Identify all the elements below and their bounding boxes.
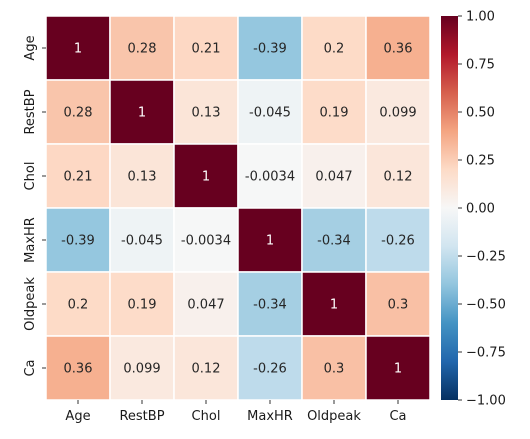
heatmap-cell xyxy=(237,271,303,337)
y-tick-label: Ca xyxy=(23,359,38,376)
heatmap-cell-value: -0.26 xyxy=(381,234,415,249)
heatmap-cell-value: 0.099 xyxy=(123,362,160,377)
y-tick-label: RestBP xyxy=(23,89,38,134)
heatmap-cell-value: 0.21 xyxy=(192,42,221,57)
heatmap-cell-value: 1 xyxy=(202,170,210,185)
x-tick-label: MaxHR xyxy=(247,409,293,424)
y-tick-label: Age xyxy=(23,35,38,60)
colorbar-tick-label: 0.25 xyxy=(466,154,495,169)
heatmap-cell-value: 1 xyxy=(394,362,402,377)
y-axis-tick-labels: Age RestBP Chol MaxHR Oldpeak Ca xyxy=(23,35,46,377)
heatmap-cell xyxy=(173,207,239,273)
colorbar-gradient xyxy=(441,16,458,400)
heatmap-cell xyxy=(365,271,431,337)
x-tick-label: Age xyxy=(65,409,90,424)
heatmap-cell xyxy=(301,207,367,273)
colorbar-tick-label: 0.50 xyxy=(466,106,495,121)
heatmap-cell-value: -0.0034 xyxy=(245,170,295,185)
y-tick-label: Oldpeak xyxy=(23,277,38,331)
heatmap-cell-value: 1 xyxy=(74,42,82,57)
heatmap-cell-value: 0.19 xyxy=(320,106,349,121)
heatmap-cell-value: 0.099 xyxy=(379,106,416,121)
heatmap-cell-value: 0.047 xyxy=(315,170,352,185)
heatmap-cell-value: -0.045 xyxy=(249,106,291,121)
heatmap-cell-value: 0.21 xyxy=(64,170,93,185)
heatmap-cell xyxy=(237,207,303,273)
heatmap-cell xyxy=(109,143,175,209)
heatmap-cell xyxy=(109,207,175,273)
heatmap-cell-value: -0.34 xyxy=(253,298,287,313)
heatmap-cell-value: 0.12 xyxy=(384,170,413,185)
colorbar-tick-label: −1.00 xyxy=(466,394,506,409)
heatmap-cell-value: -0.34 xyxy=(317,234,351,249)
heatmap-cell-value: 0.2 xyxy=(324,42,345,57)
heatmap-cell-value: 0.047 xyxy=(187,298,224,313)
heatmap-cell-value: 1 xyxy=(138,106,146,121)
heatmap-cell xyxy=(365,335,431,401)
heatmap-cell xyxy=(365,143,431,209)
heatmap-cell-value: 0.13 xyxy=(128,170,157,185)
heatmap-cell-value: -0.39 xyxy=(253,42,287,57)
x-tick-label: RestBP xyxy=(119,409,164,424)
heatmap-cell-value: -0.26 xyxy=(253,362,287,377)
heatmap-cell-value: -0.39 xyxy=(61,234,95,249)
heatmap-cell-value: 0.28 xyxy=(64,106,93,121)
y-tick-label: MaxHR xyxy=(23,217,38,263)
heatmap-cell-value: 1 xyxy=(266,234,274,249)
x-tick-label: Ca xyxy=(389,409,406,424)
colorbar-tick-label: 0.00 xyxy=(466,202,495,217)
heatmap-cell-value: 0.19 xyxy=(128,298,157,313)
heatmap-cell xyxy=(109,79,175,145)
colorbar-tick-label: −0.25 xyxy=(466,250,506,265)
colorbar-tick-label: 0.75 xyxy=(466,58,495,73)
heatmap-cell-value: 0.28 xyxy=(128,42,157,57)
heatmap-cell-value: 0.3 xyxy=(388,298,409,313)
x-tick-label: Oldpeak xyxy=(307,409,361,424)
heatmap-cell xyxy=(45,335,111,401)
x-tick-label: Chol xyxy=(192,409,221,424)
heatmap-cell-value: 0.3 xyxy=(324,362,345,377)
heatmap-cell xyxy=(365,207,431,273)
heatmap-cells xyxy=(45,15,431,401)
heatmap-cell-value: -0.045 xyxy=(121,234,163,249)
heatmap-cell-value: 0.2 xyxy=(68,298,89,313)
heatmap-cell xyxy=(365,15,431,81)
heatmap-cell xyxy=(301,271,367,337)
heatmap-cell xyxy=(237,143,303,209)
colorbar-tick-label: 1.00 xyxy=(466,10,495,25)
heatmap-cell-value: 0.13 xyxy=(192,106,221,121)
heatmap-cell-value: 0.36 xyxy=(384,42,413,57)
heatmap-cell xyxy=(301,143,367,209)
heatmap-cell-value: 1 xyxy=(330,298,338,313)
colorbar-tick-label: −0.75 xyxy=(466,346,506,361)
heatmap-cell-value: 0.12 xyxy=(192,362,221,377)
heatmap-cell xyxy=(45,15,111,81)
colorbar: 1.00 0.75 0.50 0.25 0.00 −0.25 −0.50 −0.75 −1.00 xyxy=(441,10,506,409)
heatmap-cell-value: 0.36 xyxy=(64,362,93,377)
heatmap-cell xyxy=(173,271,239,337)
heatmap-cell xyxy=(45,207,111,273)
heatmap-cell xyxy=(365,79,431,145)
y-tick-label: Chol xyxy=(23,162,38,191)
colorbar-tick-label: −0.50 xyxy=(466,298,506,313)
heatmap-annotations: 1 0.28 0.21 -0.39 0.2 0.360.28 1 0.13 -0.045 0.19… xyxy=(61,42,416,377)
heatmap-cell xyxy=(109,15,175,81)
x-axis-tick-labels: Age RestBP Chol MaxHR Oldpeak Ca xyxy=(65,400,407,424)
heatmap-cell xyxy=(237,79,303,145)
heatmap-cell-value: -0.0034 xyxy=(181,234,231,249)
